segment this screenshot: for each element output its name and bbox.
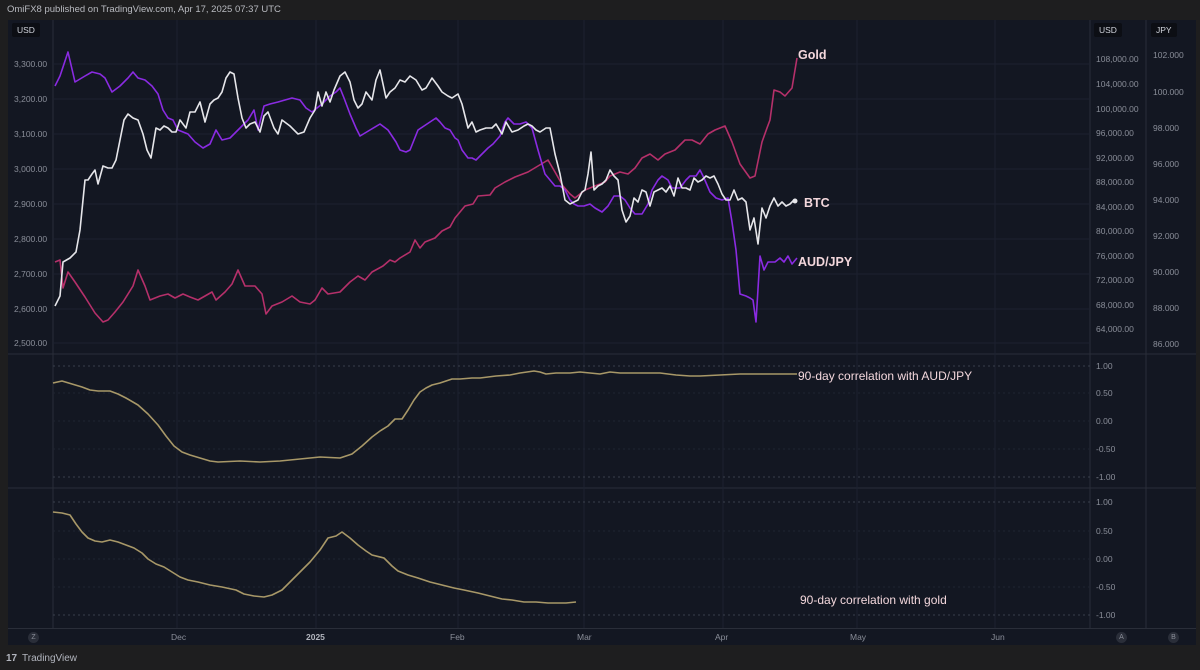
label-corr-gold: 90-day correlation with gold — [800, 593, 947, 607]
left-tick: 3,200.00 — [14, 94, 48, 104]
time-tick: Mar — [577, 632, 592, 642]
jpy-tick: 92.000 — [1153, 231, 1179, 241]
left-axis-currency[interactable]: USD — [12, 23, 40, 37]
corr-tick: 0.00 — [1096, 416, 1113, 426]
usd-tick: 64,000.00 — [1096, 324, 1134, 334]
tradingview-logo-icon: 17 — [6, 653, 18, 664]
left-tick: 2,700.00 — [14, 269, 48, 279]
corr-tick: 0.50 — [1096, 388, 1113, 398]
corr-tick: 1.00 — [1096, 497, 1113, 507]
usd-tick: 88,000.00 — [1096, 177, 1134, 187]
left-tick: 2,900.00 — [14, 199, 48, 209]
right-axis-currency-usd[interactable]: USD — [1094, 23, 1122, 37]
jpy-tick: 88.000 — [1153, 303, 1179, 313]
footer: 17 TradingView — [0, 645, 1200, 670]
usd-tick: 76,000.00 — [1096, 251, 1134, 261]
correlation-audjpy-line — [52, 370, 797, 463]
usd-tick: 104,000.00 — [1096, 79, 1139, 89]
corr-tick: -0.50 — [1096, 444, 1116, 454]
time-tick: 2025 — [306, 632, 325, 642]
btc-line — [54, 69, 795, 307]
gold-line — [54, 57, 798, 323]
jpy-tick: 90.000 — [1153, 267, 1179, 277]
left-tick: 3,000.00 — [14, 164, 48, 174]
brand-name: TradingView — [22, 653, 78, 664]
log-scale-button[interactable]: B — [1168, 632, 1179, 643]
time-tick: Dec — [171, 632, 187, 642]
chart-frame — [8, 20, 1196, 645]
right-axis-currency-jpy[interactable]: JPY — [1151, 23, 1177, 37]
jpy-tick: 102.000 — [1153, 50, 1184, 60]
usd-tick: 84,000.00 — [1096, 202, 1134, 212]
corr-tick: -1.00 — [1096, 472, 1116, 482]
time-tick: Feb — [450, 632, 465, 642]
left-tick: 2,800.00 — [14, 234, 48, 244]
left-tick: 2,600.00 — [14, 304, 48, 314]
usd-tick: 100,000.00 — [1096, 104, 1139, 114]
corr-tick: 0.50 — [1096, 526, 1113, 536]
audjpy-line — [54, 51, 798, 323]
jpy-tick: 100.000 — [1153, 87, 1184, 97]
label-audjpy: AUD/JPY — [798, 255, 853, 269]
label-corr-audjpy: 90-day correlation with AUD/JPY — [798, 369, 972, 383]
time-tick: Jun — [991, 632, 1005, 642]
label-btc: BTC — [804, 196, 830, 210]
correlation-gold-line — [52, 511, 577, 604]
corr-tick: 0.00 — [1096, 554, 1113, 564]
corr-tick: -0.50 — [1096, 582, 1116, 592]
jpy-tick: 96.000 — [1153, 159, 1179, 169]
publish-bar: OmiFX8 published on TradingView.com, Apr… — [0, 0, 1200, 20]
jpy-tick: 94.000 — [1153, 195, 1179, 205]
usd-tick: 68,000.00 — [1096, 300, 1134, 310]
usd-tick: 80,000.00 — [1096, 226, 1134, 236]
corr-tick: 1.00 — [1096, 361, 1113, 371]
zoom-reset-button[interactable]: Z — [28, 632, 39, 643]
label-gold: Gold — [798, 48, 826, 62]
corr-tick: -1.00 — [1096, 610, 1116, 620]
usd-tick: 96,000.00 — [1096, 128, 1134, 138]
time-tick: Apr — [715, 632, 729, 642]
jpy-tick: 86.000 — [1153, 339, 1179, 349]
time-tick: May — [850, 632, 867, 642]
left-tick: 2,500.00 — [14, 338, 48, 348]
usd-tick: 92,000.00 — [1096, 153, 1134, 163]
left-tick: 3,100.00 — [14, 129, 48, 139]
publish-text: OmiFX8 published on TradingView.com, Apr… — [7, 4, 281, 15]
jpy-tick: 98.000 — [1153, 123, 1179, 133]
usd-tick: 72,000.00 — [1096, 275, 1134, 285]
time-axis[interactable]: Z Dec 2025 Feb Mar Apr May Jun A B — [8, 628, 1196, 646]
usd-tick: 108,000.00 — [1096, 54, 1139, 64]
left-tick: 3,300.00 — [14, 59, 48, 69]
auto-scale-button[interactable]: A — [1116, 632, 1127, 643]
